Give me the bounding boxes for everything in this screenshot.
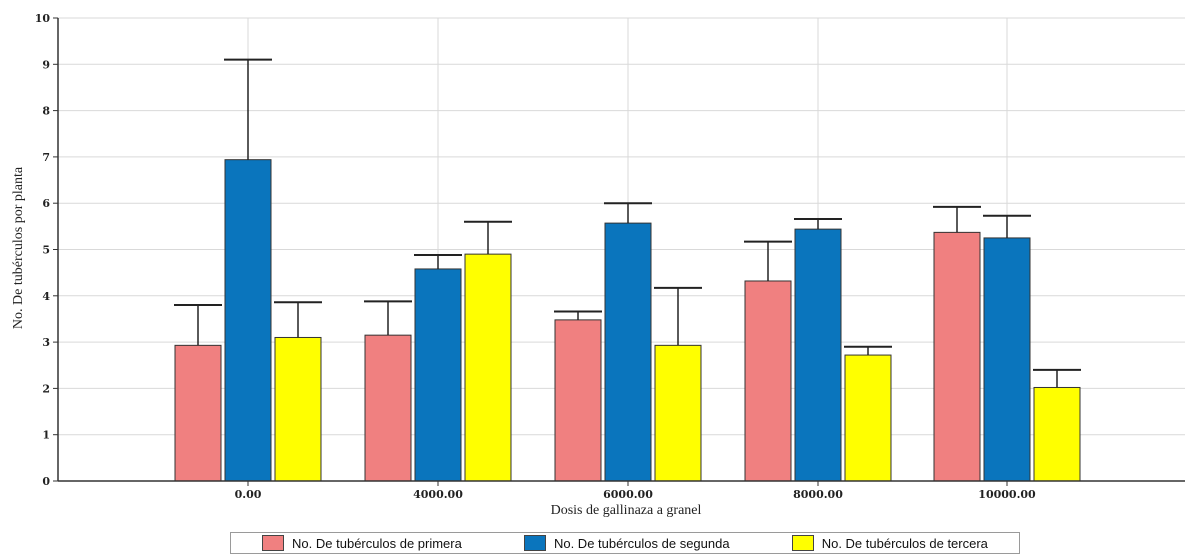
bar bbox=[414, 268, 462, 482]
y-tick-label: 3 bbox=[42, 336, 50, 349]
y-tick-label: 2 bbox=[42, 382, 50, 395]
axes bbox=[53, 17, 1185, 486]
y-tick-label: 6 bbox=[42, 197, 50, 210]
legend-label-segunda: No. De tubérculos de segunda bbox=[553, 535, 730, 551]
x-axis-title: Dosis de gallinaza a granel bbox=[551, 503, 702, 518]
bar bbox=[224, 159, 272, 482]
bar bbox=[174, 344, 222, 482]
legend-item-tercera: No. De tubérculos de tercera bbox=[791, 535, 988, 551]
bar bbox=[464, 253, 512, 482]
bars bbox=[174, 159, 1081, 482]
y-tick-label: 4 bbox=[42, 290, 50, 303]
x-tick-label: 4000.00 bbox=[413, 488, 463, 501]
bar bbox=[794, 228, 842, 482]
y-tick-label: 8 bbox=[42, 105, 50, 118]
bar bbox=[844, 354, 892, 482]
y-tick-label: 7 bbox=[42, 151, 50, 164]
bar-chart: 0 1 2 3 4 5 6 7 8 9 10 0.00 4000.00 6000.00 8000.00 10… bbox=[11, 12, 1185, 518]
y-tick-label: 1 bbox=[42, 429, 50, 442]
x-tick-label: 6000.00 bbox=[603, 488, 653, 501]
y-axis-title: No. De tubérculos por planta bbox=[11, 166, 26, 329]
bar bbox=[274, 336, 322, 482]
x-tick-label: 0.00 bbox=[235, 488, 262, 501]
y-tick-labels: 0 1 2 3 4 5 6 7 8 9 10 bbox=[35, 12, 51, 488]
legend-item-primera: No. De tubérculos de primera bbox=[262, 535, 462, 551]
y-tick-label: 10 bbox=[35, 12, 51, 25]
bar bbox=[654, 344, 702, 482]
bar bbox=[933, 231, 981, 482]
bar bbox=[744, 280, 792, 482]
legend-label-tercera: No. De tubérculos de tercera bbox=[821, 535, 988, 551]
y-tick-label: 0 bbox=[42, 475, 50, 488]
legend-swatch-primera bbox=[262, 535, 285, 551]
x-tick-label: 8000.00 bbox=[793, 488, 843, 501]
legend-label-primera: No. De tubérculos de primera bbox=[292, 535, 462, 551]
x-tick-labels: 0.00 4000.00 6000.00 8000.00 10000.00 bbox=[235, 488, 1036, 501]
x-tick-label: 10000.00 bbox=[978, 488, 1036, 501]
legend: No. De tubérculos de primera No. De tubé… bbox=[230, 532, 1020, 554]
y-tick-label: 5 bbox=[42, 244, 50, 257]
error-bars bbox=[174, 58, 1081, 388]
legend-swatch-tercera bbox=[791, 535, 814, 551]
bar bbox=[364, 334, 412, 482]
bar bbox=[554, 319, 602, 482]
legend-swatch-segunda bbox=[523, 535, 546, 551]
legend-item-segunda: No. De tubérculos de segunda bbox=[523, 535, 730, 551]
bar bbox=[1033, 386, 1081, 482]
bar bbox=[604, 222, 652, 482]
y-tick-label: 9 bbox=[42, 58, 50, 71]
bar bbox=[983, 237, 1031, 482]
